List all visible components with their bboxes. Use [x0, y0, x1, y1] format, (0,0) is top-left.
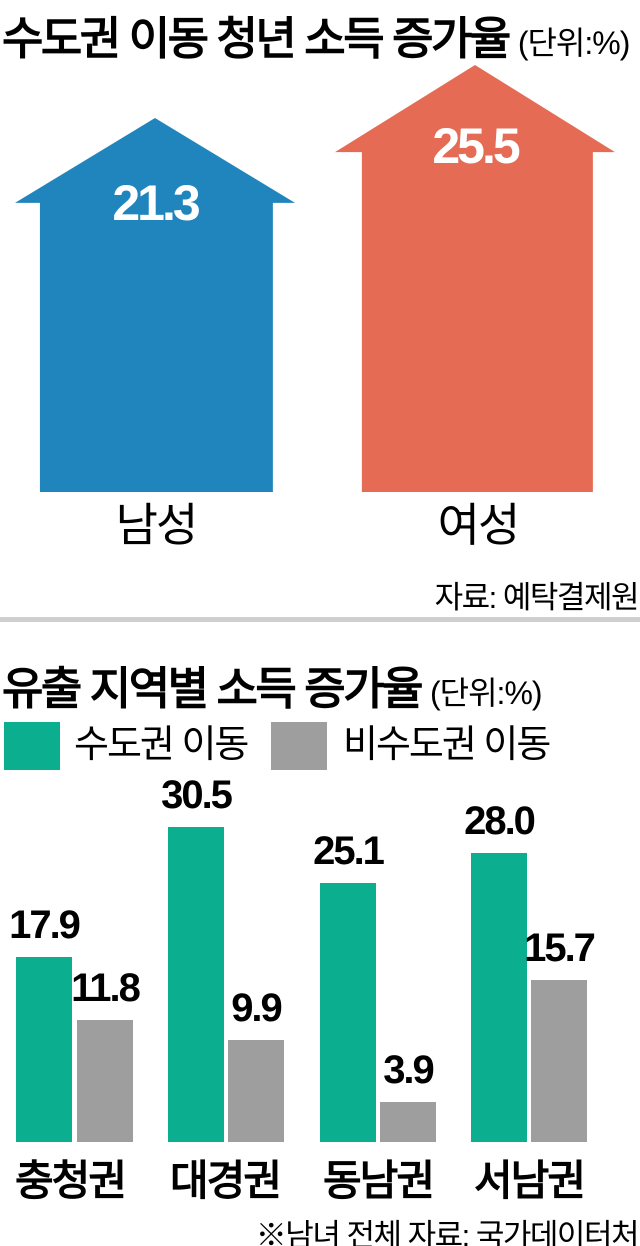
section-divider [0, 617, 640, 622]
male-arrow-shape: 21.3 [15, 118, 295, 492]
legend-swatch-nonmetro [271, 722, 327, 770]
bar-metro-daegyeong [168, 827, 224, 1142]
chart2-header: 유출 지역별 소득 증가율 (단위:%) [2, 652, 543, 717]
bar-column: 11.8 [71, 966, 141, 1142]
category-label-daegyeong: 대경권 [170, 1157, 282, 1204]
chart2-title: 유출 지역별 소득 증가율 [2, 663, 424, 714]
female-axis-label: 여성 [437, 499, 521, 551]
category-label-dongnam: 동남권 [323, 1157, 435, 1204]
bar-value-label: 30.5 [161, 773, 233, 817]
female-arrow-shape: 25.5 [335, 65, 615, 492]
bar-column: 25.1 [313, 829, 385, 1142]
bar-value-label: 9.9 [231, 986, 283, 1030]
bar-column: 30.5 [161, 773, 233, 1142]
category-label-chungcheong: 충청권 [15, 1157, 127, 1204]
chart1-title: 수도권 이동 청년 소득 증가율 [2, 13, 511, 64]
bar-column: 3.9 [376, 1050, 440, 1142]
chart2-legend: 수도권 이동 비수도권 이동 [0, 721, 640, 771]
legend-label-metro: 수도권 이동 [74, 724, 249, 766]
bar-value-label: 3.9 [383, 1048, 435, 1092]
male-axis-label: 남성 [115, 499, 199, 551]
chart1-unit-label: (단위:%) [517, 25, 631, 61]
bar-metro-chungcheong [16, 957, 72, 1142]
bar-value-label: 28.0 [464, 799, 536, 843]
bar-value-label: 11.8 [71, 966, 141, 1010]
bar-nonmetro-dongnam [380, 1102, 436, 1142]
chart1-header: 수도권 이동 청년 소득 증가율 (단위:%) [2, 2, 631, 67]
bar-nonmetro-seonam [531, 980, 587, 1142]
category-label-seonam: 서남권 [474, 1157, 586, 1204]
female-value-label: 25.5 [432, 118, 520, 174]
bar-column: 28.0 [464, 799, 536, 1142]
legend-label-nonmetro: 비수도권 이동 [343, 724, 551, 766]
bar-metro-dongnam [320, 883, 376, 1142]
bar-column: 17.9 [9, 903, 81, 1142]
chart2-unit-label: (단위:%) [430, 675, 543, 711]
chart1-source: 자료: 예탁결제원 [434, 580, 640, 615]
chart2-plot-area: 17.9 11.8 30.5 9.9 25.1 3.9 28.0 15.7 [0, 770, 640, 1142]
bar-value-label: 25.1 [313, 829, 385, 873]
chart2-footnote: ※남녀 전체 자료: 국가데이터처 [255, 1218, 640, 1246]
bar-value-label: 15.7 [524, 926, 596, 970]
bar-column: 15.7 [524, 926, 596, 1142]
bar-nonmetro-daegyeong [228, 1040, 284, 1142]
male-value-label: 21.3 [112, 175, 200, 231]
bar-column: 9.9 [224, 988, 288, 1142]
bar-metro-seonam [471, 853, 527, 1142]
bar-nonmetro-chungcheong [77, 1020, 133, 1142]
legend-swatch-metro [4, 722, 60, 770]
bar-value-label: 17.9 [9, 903, 81, 947]
